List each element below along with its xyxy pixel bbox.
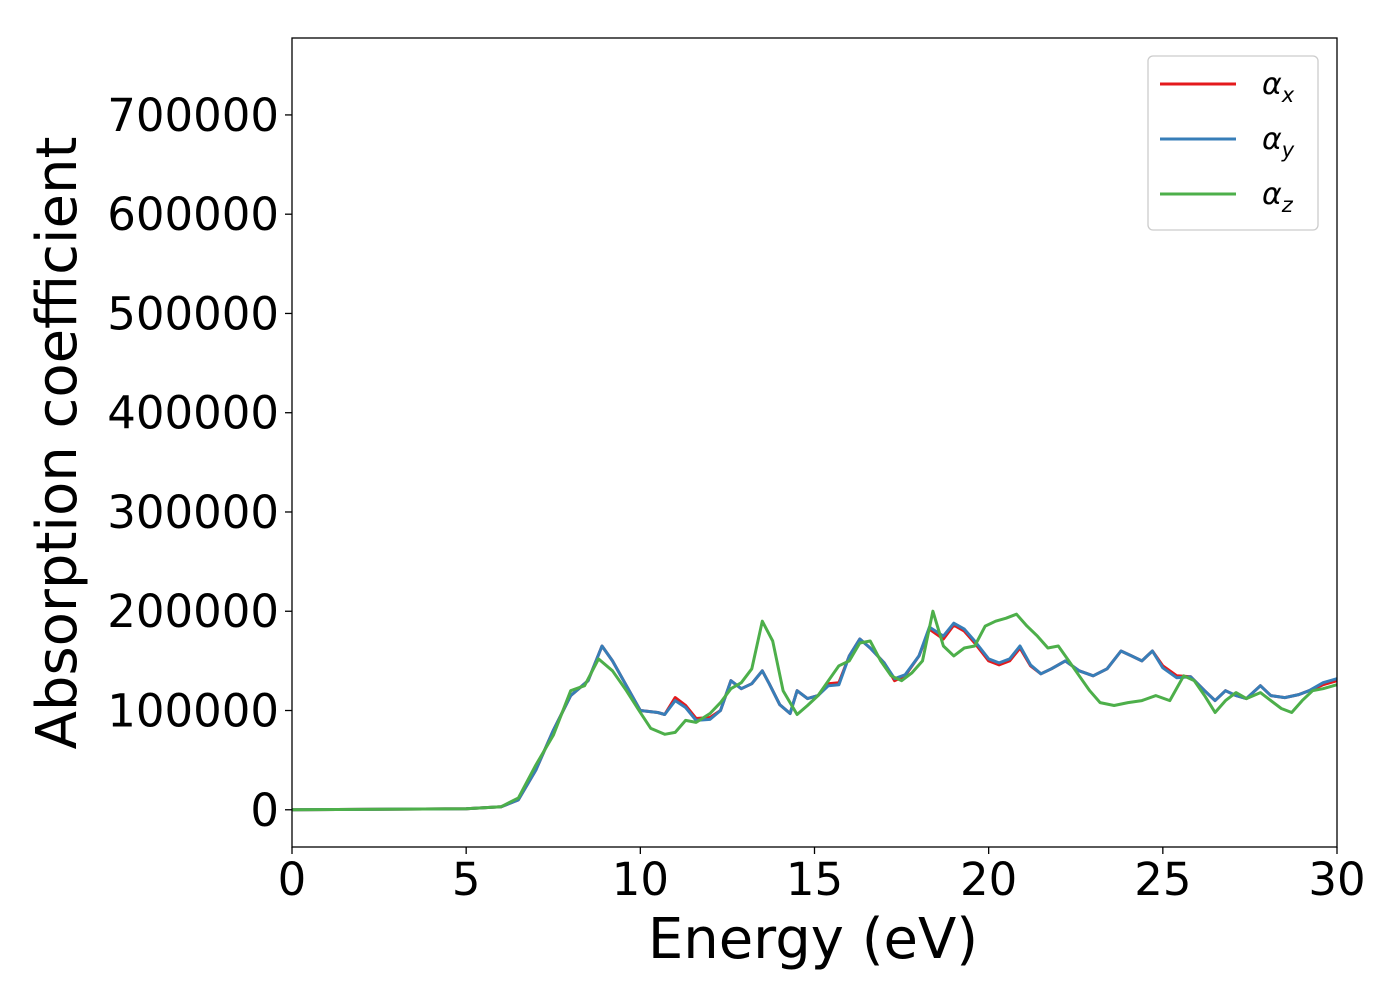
x-tick-label: 10 bbox=[612, 853, 669, 906]
legend-label-y: αy bbox=[1262, 122, 1295, 162]
series-lines bbox=[292, 609, 1337, 812]
legend-label-x: αx bbox=[1262, 67, 1295, 107]
x-tick-label: 0 bbox=[278, 853, 307, 906]
series-line-x bbox=[292, 623, 1337, 812]
x-axis-ticks: 0 5 10 15 20 25 30 bbox=[278, 847, 1366, 906]
legend-box bbox=[1147, 55, 1319, 231]
x-tick-label: 15 bbox=[786, 853, 843, 906]
y-tick-label: 400000 bbox=[107, 387, 279, 440]
series-line-z bbox=[292, 609, 1337, 812]
x-tick-label: 20 bbox=[960, 853, 1017, 906]
y-axis-ticks: 0 100000 200000 300000 400000 500000 600000 700… bbox=[107, 89, 292, 837]
legend-label-z: αz bbox=[1262, 177, 1294, 217]
y-tick-label: 600000 bbox=[107, 188, 279, 241]
y-tick-label: 700000 bbox=[107, 89, 279, 142]
y-tick-label: 0 bbox=[250, 784, 279, 837]
legend: αx αy αz bbox=[1147, 55, 1319, 231]
x-tick-label: 30 bbox=[1308, 853, 1365, 906]
y-axis-label: Absorption coefficient bbox=[25, 137, 90, 750]
x-tick-label: 25 bbox=[1134, 853, 1191, 906]
x-axis-label: Energy (eV) bbox=[648, 907, 978, 972]
y-tick-label: 200000 bbox=[107, 585, 279, 638]
y-tick-label: 500000 bbox=[107, 287, 279, 340]
y-tick-label: 300000 bbox=[107, 486, 279, 539]
y-tick-label: 100000 bbox=[107, 685, 279, 738]
series-line-y bbox=[292, 621, 1337, 812]
x-tick-label: 5 bbox=[452, 853, 481, 906]
